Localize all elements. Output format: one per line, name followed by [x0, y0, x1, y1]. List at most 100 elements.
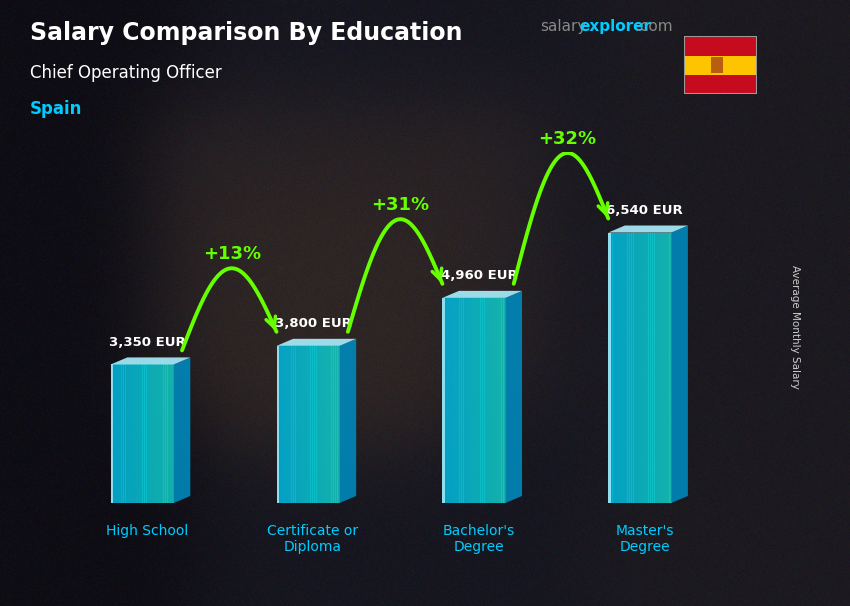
Bar — [629, 233, 632, 503]
Bar — [337, 346, 340, 503]
Polygon shape — [672, 225, 688, 503]
Bar — [482, 298, 484, 503]
Bar — [663, 233, 666, 503]
Bar — [453, 298, 456, 503]
Bar — [333, 346, 336, 503]
Bar — [276, 346, 279, 503]
Bar — [660, 233, 663, 503]
Bar — [336, 346, 337, 503]
Bar — [133, 364, 136, 503]
Bar — [312, 346, 314, 503]
Bar — [638, 233, 640, 503]
Bar — [276, 346, 279, 503]
Bar — [172, 364, 174, 503]
Bar — [493, 298, 496, 503]
Bar — [484, 298, 487, 503]
Text: 3,350 EUR: 3,350 EUR — [109, 336, 185, 348]
Text: 3,800 EUR: 3,800 EUR — [275, 317, 352, 330]
Bar — [442, 298, 445, 503]
Bar — [293, 346, 296, 503]
Bar — [292, 346, 294, 503]
Bar — [466, 298, 468, 503]
Bar — [468, 298, 470, 503]
Bar — [654, 233, 657, 503]
Bar — [153, 364, 156, 503]
Bar — [150, 364, 153, 503]
Bar — [445, 298, 447, 503]
Bar — [684, 75, 756, 94]
Bar — [619, 233, 621, 503]
Text: Master's
Degree: Master's Degree — [615, 524, 674, 554]
Polygon shape — [340, 339, 356, 503]
Bar — [129, 364, 132, 503]
Bar — [283, 346, 286, 503]
Text: +31%: +31% — [371, 196, 429, 214]
Text: High School: High School — [106, 524, 189, 538]
Bar — [489, 298, 491, 503]
Bar — [296, 346, 297, 503]
Text: Bachelor's
Degree: Bachelor's Degree — [443, 524, 515, 554]
Bar — [610, 233, 613, 503]
Bar — [711, 57, 722, 73]
Bar — [306, 346, 309, 503]
Bar — [659, 233, 661, 503]
Bar — [470, 298, 472, 503]
Text: Average Monthly Salary: Average Monthly Salary — [790, 265, 800, 389]
Bar — [609, 233, 611, 503]
Bar — [653, 233, 655, 503]
Bar — [140, 364, 143, 503]
Bar — [320, 346, 323, 503]
Bar — [279, 346, 281, 503]
Bar — [298, 346, 300, 503]
Bar — [167, 364, 170, 503]
Bar — [159, 364, 162, 503]
Bar — [669, 233, 672, 503]
Bar — [146, 364, 149, 503]
Bar — [502, 298, 504, 503]
Bar — [115, 364, 117, 503]
Bar — [122, 364, 123, 503]
Text: 6,540 EUR: 6,540 EUR — [606, 204, 683, 217]
Bar — [503, 298, 506, 503]
Bar — [327, 346, 330, 503]
Text: .com: .com — [635, 19, 672, 35]
Bar — [128, 364, 130, 503]
Bar — [285, 346, 287, 503]
Bar — [490, 298, 493, 503]
Bar — [308, 346, 310, 503]
Bar — [117, 364, 120, 503]
Bar — [656, 233, 659, 503]
Bar — [627, 233, 630, 503]
Text: Salary Comparison By Education: Salary Comparison By Education — [30, 21, 462, 45]
Bar — [625, 233, 627, 503]
Bar — [449, 298, 451, 503]
Bar — [644, 233, 646, 503]
Bar — [113, 364, 116, 503]
Bar — [479, 298, 480, 503]
Bar — [110, 364, 113, 503]
Bar — [138, 364, 140, 503]
Bar — [667, 233, 670, 503]
Bar — [325, 346, 327, 503]
Bar — [289, 346, 292, 503]
Bar — [169, 364, 172, 503]
Bar — [329, 346, 332, 503]
Bar — [462, 298, 464, 503]
Bar — [300, 346, 302, 503]
Bar — [319, 346, 321, 503]
Bar — [166, 364, 167, 503]
Bar — [144, 364, 147, 503]
Bar — [323, 346, 326, 503]
Bar — [497, 298, 500, 503]
Polygon shape — [506, 291, 522, 503]
Bar — [446, 298, 449, 503]
Bar — [450, 298, 453, 503]
Bar — [623, 233, 626, 503]
Bar — [642, 233, 644, 503]
Bar — [459, 298, 462, 503]
Bar — [665, 233, 667, 503]
Bar — [640, 233, 643, 503]
Bar — [636, 233, 638, 503]
Bar — [455, 298, 457, 503]
Text: +13%: +13% — [203, 245, 261, 263]
